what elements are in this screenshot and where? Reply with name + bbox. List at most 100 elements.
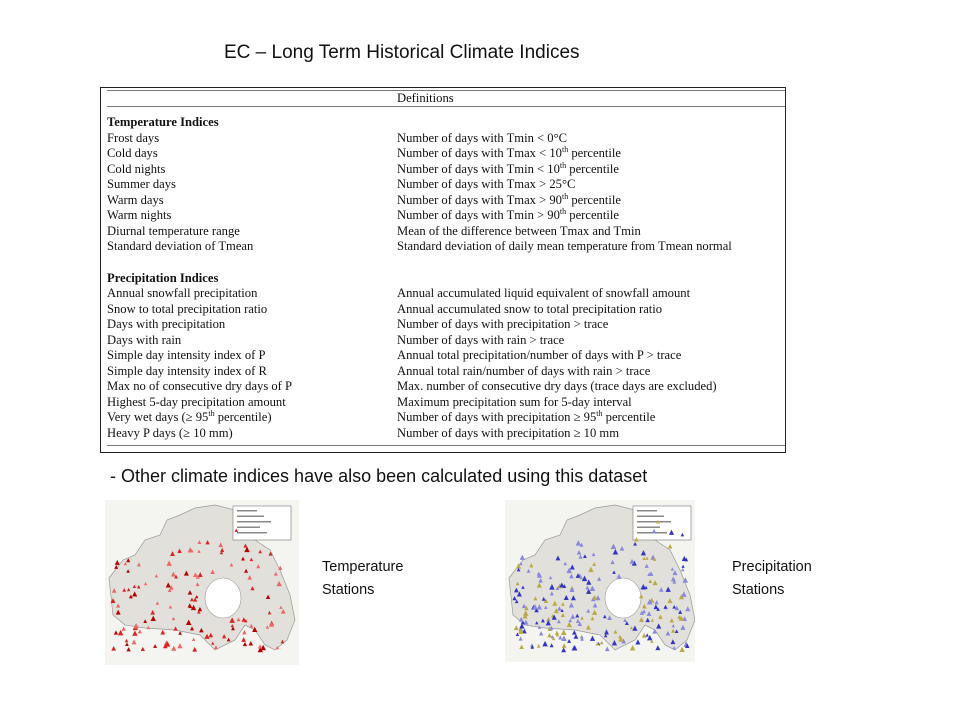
station-marker [580,616,584,620]
station-marker [592,602,598,608]
slide-title: EC – Long Term Historical Climate Indice… [224,42,580,63]
station-marker [658,587,664,592]
station-marker [155,601,160,605]
station-marker [171,645,177,651]
station-marker [170,551,175,557]
station-marker [229,562,234,567]
text-run: Frost days [107,130,160,145]
station-marker [133,623,139,629]
station-marker [570,614,576,619]
station-marker [573,633,579,639]
station-marker [645,617,650,623]
station-marker [585,585,590,590]
station-marker [519,561,523,566]
station-marker [561,643,567,648]
station-marker [572,630,577,635]
text-run: Number of days with Tmax > 25°C [397,177,576,192]
station-marker [586,608,591,613]
station-marker [648,579,653,584]
station-marker [680,567,685,572]
station-marker [126,647,131,652]
map-label: Precipitation Stations [732,556,812,602]
station-marker [521,603,527,609]
station-marker [576,549,582,555]
station-marker [656,519,660,524]
station-marker [512,595,517,601]
legend-line [637,510,657,512]
station-marker [586,579,592,585]
station-marker [249,557,254,562]
index-name: Max no of consecutive dry days of P [107,379,292,394]
station-marker [171,616,176,621]
station-marker [111,645,117,651]
station-marker [669,618,675,623]
station-marker [672,646,676,650]
legend-line [237,526,260,528]
label-line: Precipitation [732,559,812,575]
station-marker [153,644,157,648]
index-name: Cold days [107,146,158,161]
station-marker [552,600,558,606]
station-marker [249,623,254,628]
station-marker [183,570,189,576]
station-marker [656,623,662,629]
station-marker [143,619,148,623]
station-marker [682,616,688,622]
station-marker [143,581,148,586]
station-marker [645,556,649,560]
superscript: th [561,191,569,201]
index-name: Frost days [107,131,159,146]
station-marker [131,639,137,645]
station-marker [640,583,647,590]
station-marker [646,611,652,616]
station-marker [278,565,283,570]
station-marker [210,569,215,575]
station-marker [121,626,126,631]
station-marker [679,646,685,653]
station-marker [650,639,654,643]
station-marker [570,595,576,601]
rule [107,106,785,107]
station-marker [604,629,609,635]
station-marker [523,619,529,625]
station-marker [583,554,587,559]
station-marker [561,602,565,606]
station-marker [211,641,215,645]
text-run: Number of days with Tmin < 10 [397,161,560,176]
index-name: Standard deviation of Tmean [107,239,253,254]
station-marker [542,640,548,647]
station-marker [561,647,567,653]
station-marker [125,642,129,647]
station-marker [513,625,519,631]
label-line: Stations [322,582,375,598]
station-marker [624,621,629,626]
station-marker [187,547,193,553]
station-marker [190,604,197,611]
station-marker [236,617,241,622]
station-marker [241,617,247,622]
station-marker [114,559,120,565]
station-marker [195,595,199,599]
station-marker [629,558,635,564]
station-marker [137,584,141,589]
station-marker [132,584,137,588]
bay [604,577,642,619]
station-marker [562,630,566,635]
station-marker [234,528,239,533]
station-marker [174,574,178,579]
station-marker [197,549,201,553]
index-name: Cold nights [107,162,165,177]
station-marker [629,644,636,651]
table-header: Definitions [397,91,454,105]
station-marker [189,597,194,602]
text-run: Standard deviation of daily mean tempera… [397,239,732,254]
station-marker [642,609,646,614]
station-marker [244,546,250,553]
index-name: Highest 5-day precipitation amount [107,395,286,410]
index-name: Days with precipitation [107,317,225,332]
station-marker [612,548,619,555]
station-marker [154,574,159,578]
station-marker [205,540,210,545]
text-run: Number of days with Tmax > 90 [397,192,562,207]
text-run: Diurnal temperature range [107,223,240,238]
